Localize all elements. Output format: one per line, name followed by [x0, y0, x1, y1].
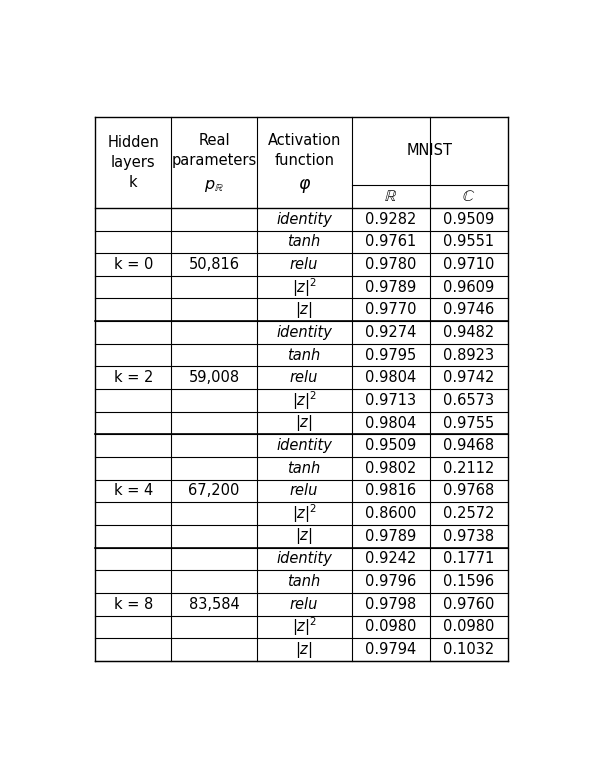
- Text: 0.1771: 0.1771: [443, 551, 494, 567]
- Text: tanh: tanh: [288, 348, 321, 362]
- Text: Activation
function: Activation function: [267, 133, 341, 168]
- Text: 0.1596: 0.1596: [444, 574, 494, 589]
- Text: 0.9789: 0.9789: [365, 279, 416, 295]
- Text: identity: identity: [276, 212, 332, 227]
- Text: $\mathbb{R}$: $\mathbb{R}$: [384, 189, 397, 204]
- Text: 0.9795: 0.9795: [365, 348, 416, 362]
- Text: 0.9509: 0.9509: [365, 438, 416, 454]
- Text: 0.2572: 0.2572: [443, 506, 494, 521]
- Text: 0.9804: 0.9804: [365, 370, 416, 385]
- Text: 59,008: 59,008: [188, 370, 240, 385]
- Text: 0.9509: 0.9509: [443, 212, 494, 227]
- Text: k = 0: k = 0: [114, 257, 153, 272]
- Text: 0.0980: 0.0980: [443, 619, 494, 635]
- Text: 0.9760: 0.9760: [443, 597, 494, 611]
- Text: relu: relu: [290, 597, 318, 611]
- Text: 0.9761: 0.9761: [365, 235, 416, 249]
- Text: 0.9551: 0.9551: [444, 235, 494, 249]
- Text: 0.9789: 0.9789: [365, 529, 416, 544]
- Text: 0.9755: 0.9755: [443, 416, 494, 430]
- Text: tanh: tanh: [288, 574, 321, 589]
- Text: k = 2: k = 2: [114, 370, 153, 385]
- Text: $|z|^2$: $|z|^2$: [292, 389, 316, 412]
- Text: 0.9780: 0.9780: [365, 257, 416, 272]
- Text: Hidden
layers
k: Hidden layers k: [108, 135, 159, 190]
- Text: 0.9746: 0.9746: [443, 303, 494, 317]
- Text: $|z|^2$: $|z|^2$: [292, 276, 316, 299]
- Text: identity: identity: [276, 438, 332, 454]
- Text: 0.9713: 0.9713: [365, 393, 416, 408]
- Text: 0.8600: 0.8600: [365, 506, 416, 521]
- Text: 0.9742: 0.9742: [443, 370, 494, 385]
- Text: 0.9710: 0.9710: [443, 257, 494, 272]
- Text: 0.9802: 0.9802: [365, 461, 416, 476]
- Text: 0.0980: 0.0980: [365, 619, 416, 635]
- Text: relu: relu: [290, 484, 318, 498]
- Text: MNIST: MNIST: [407, 143, 453, 159]
- Text: 0.1032: 0.1032: [443, 642, 494, 657]
- Text: tanh: tanh: [288, 235, 321, 249]
- Text: 0.6573: 0.6573: [444, 393, 494, 408]
- Text: $|z|^2$: $|z|^2$: [292, 502, 316, 525]
- Text: identity: identity: [276, 325, 332, 340]
- Text: 0.9796: 0.9796: [365, 574, 416, 589]
- Text: 0.9282: 0.9282: [365, 212, 416, 227]
- Text: 0.9274: 0.9274: [365, 325, 416, 340]
- Text: $\varphi$: $\varphi$: [297, 177, 311, 195]
- Text: 0.9816: 0.9816: [365, 484, 416, 498]
- Text: k = 8: k = 8: [114, 597, 153, 611]
- Text: Real
parameters: Real parameters: [171, 133, 256, 168]
- Text: 0.2112: 0.2112: [443, 461, 494, 476]
- Text: identity: identity: [276, 551, 332, 567]
- Text: 0.9738: 0.9738: [444, 529, 494, 544]
- Text: $p_\mathbb{R}$: $p_\mathbb{R}$: [204, 178, 224, 194]
- Text: 0.9242: 0.9242: [365, 551, 416, 567]
- Text: 0.9482: 0.9482: [443, 325, 494, 340]
- Text: 0.9770: 0.9770: [365, 303, 417, 317]
- Text: 83,584: 83,584: [188, 597, 239, 611]
- Text: tanh: tanh: [288, 461, 321, 476]
- Text: relu: relu: [290, 257, 318, 272]
- Text: 0.9768: 0.9768: [443, 484, 494, 498]
- Text: $|z|$: $|z|$: [296, 413, 313, 433]
- Text: 0.9804: 0.9804: [365, 416, 416, 430]
- Text: 67,200: 67,200: [188, 484, 240, 498]
- Text: relu: relu: [290, 370, 318, 385]
- Text: 0.8923: 0.8923: [444, 348, 494, 362]
- Text: k = 4: k = 4: [114, 484, 153, 498]
- Text: 0.9609: 0.9609: [443, 279, 494, 295]
- Text: $\mathbb{C}$: $\mathbb{C}$: [463, 189, 476, 204]
- Text: 0.9794: 0.9794: [365, 642, 416, 657]
- Text: $|z|$: $|z|$: [296, 300, 313, 320]
- Text: $|z|$: $|z|$: [296, 639, 313, 659]
- Text: 0.9798: 0.9798: [365, 597, 416, 611]
- Text: $|z|$: $|z|$: [296, 526, 313, 546]
- Text: 50,816: 50,816: [188, 257, 239, 272]
- Text: 0.9468: 0.9468: [444, 438, 494, 454]
- Text: $|z|^2$: $|z|^2$: [292, 615, 316, 639]
